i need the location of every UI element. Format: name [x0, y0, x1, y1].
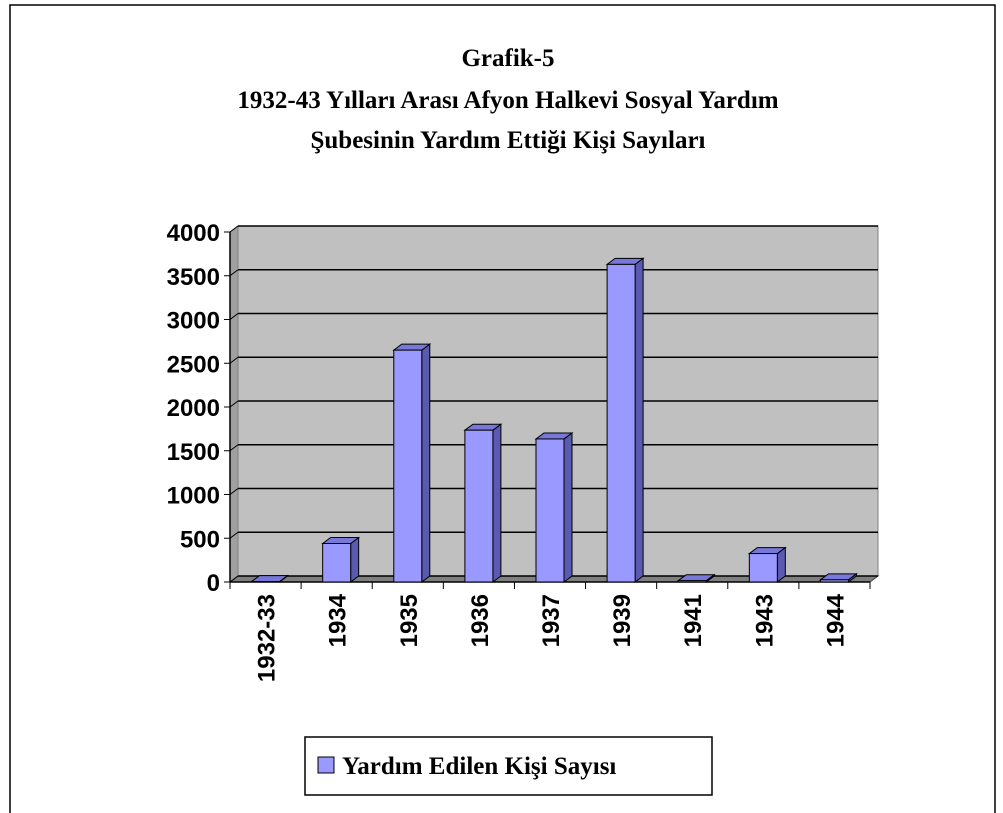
chart-title: Şubesinin Yardım Ettiği Kişi Sayıları: [311, 127, 706, 154]
grid-line: [229, 444, 239, 452]
y-tick-label: 0: [207, 570, 220, 597]
chart-title: Grafik-5: [461, 45, 554, 72]
grid-line: [229, 356, 239, 364]
x-tick-label: 1935: [396, 594, 423, 647]
y-tick-label: 3000: [167, 308, 220, 335]
y-tick-label: 2500: [167, 351, 220, 378]
bar-side: [563, 431, 573, 583]
bar: [535, 438, 565, 583]
x-tick-label: 1941: [680, 594, 707, 647]
grid-line: [229, 225, 239, 233]
grid-line: [229, 400, 239, 408]
bar-side: [634, 257, 644, 583]
y-tick-label: 4000: [167, 220, 220, 247]
bar-side: [421, 343, 431, 583]
x-tick-label: 1934: [325, 593, 352, 647]
legend-swatch: [317, 756, 335, 774]
x-tick-label: 1937: [538, 594, 565, 647]
bar: [464, 429, 494, 583]
bar: [748, 553, 778, 583]
x-tick-label: 1936: [467, 594, 494, 647]
legend-label: Yardım Edilen Kişi Sayısı: [342, 753, 616, 780]
y-tick-label: 3500: [167, 264, 220, 291]
y-tick-label: 500: [180, 526, 220, 553]
bar: [677, 580, 707, 583]
y-tick-label: 1000: [167, 483, 220, 510]
bar: [606, 263, 636, 583]
bar: [322, 543, 352, 583]
chart-title: 1932-43 Yılları Arası Afyon Halkevi Sosy…: [237, 87, 778, 114]
bar: [819, 579, 849, 583]
x-tick-label: 1943: [751, 594, 778, 647]
grid-line: [229, 488, 239, 495]
x-tick-label: 1932-33: [254, 594, 281, 682]
bar-side: [350, 536, 360, 583]
grid-line: [229, 313, 239, 320]
legend: [304, 736, 713, 796]
grid-line: [229, 575, 239, 583]
y-tick-label: 1500: [167, 439, 220, 466]
x-tick-label: 1944: [822, 593, 849, 647]
x-tick-label: 1939: [609, 594, 636, 647]
grid-line: [229, 531, 239, 539]
grid-line: [229, 269, 239, 277]
y-tick-label: 2000: [167, 395, 220, 422]
bar-side: [492, 423, 502, 583]
bar: [393, 349, 423, 583]
